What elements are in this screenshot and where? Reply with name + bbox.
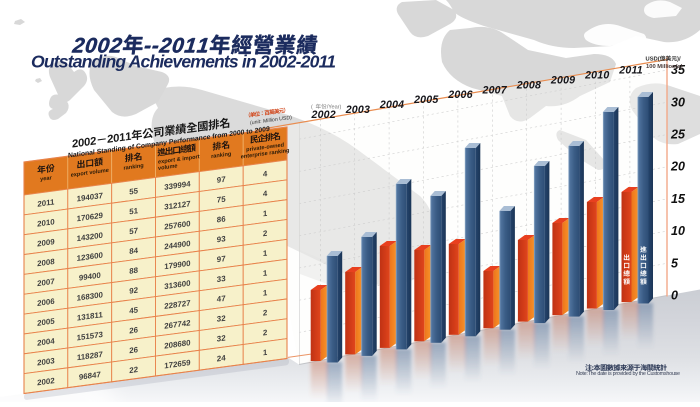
- svg-text:313600: 313600: [164, 279, 191, 292]
- svg-text:2010: 2010: [37, 217, 55, 228]
- svg-text:15: 15: [671, 192, 686, 206]
- svg-text:2008: 2008: [37, 257, 55, 268]
- svg-text:volume: volume: [158, 163, 178, 172]
- svg-text:2007: 2007: [482, 84, 508, 96]
- svg-text:88: 88: [129, 266, 138, 276]
- svg-text:/Year): /Year): [327, 105, 342, 111]
- svg-text:45: 45: [129, 305, 138, 315]
- svg-text:99400: 99400: [79, 271, 102, 283]
- svg-text:Note:The date is provided by t: Note:The date is provided by the Customs…: [576, 371, 680, 377]
- svg-text:4: 4: [263, 189, 268, 199]
- svg-text:228727: 228727: [164, 298, 191, 311]
- svg-text:2009: 2009: [37, 237, 55, 248]
- svg-text:97: 97: [217, 175, 226, 185]
- svg-text:2003: 2003: [345, 104, 370, 116]
- svg-text:30: 30: [671, 95, 685, 109]
- svg-text:339994: 339994: [164, 179, 191, 192]
- svg-text:123600: 123600: [77, 250, 104, 263]
- svg-text:93: 93: [217, 234, 226, 244]
- svg-text:2005: 2005: [413, 94, 439, 106]
- svg-text:118287: 118287: [77, 350, 103, 362]
- svg-text:179900: 179900: [164, 259, 191, 272]
- svg-text:2007: 2007: [37, 277, 55, 288]
- svg-text:(: (: [311, 105, 313, 111]
- svg-text:51: 51: [129, 206, 138, 216]
- svg-text:96847: 96847: [79, 370, 102, 382]
- svg-text:25: 25: [670, 128, 686, 142]
- svg-text:172659: 172659: [164, 358, 191, 371]
- svg-text:257600: 257600: [164, 219, 191, 232]
- svg-text:2003: 2003: [37, 356, 55, 367]
- svg-text:208680: 208680: [164, 338, 191, 351]
- svg-text:267742: 267742: [164, 318, 191, 331]
- svg-text:24: 24: [217, 353, 226, 363]
- svg-text:1: 1: [263, 268, 268, 278]
- svg-text:Outstanding Achievements in 20: Outstanding Achievements in 2002-2011: [31, 52, 336, 72]
- svg-text:2: 2: [263, 308, 268, 318]
- svg-text:export & import: export & import: [158, 154, 200, 166]
- svg-text:2004: 2004: [37, 336, 55, 347]
- svg-text:2010: 2010: [584, 70, 609, 82]
- svg-text:2002: 2002: [311, 109, 336, 121]
- svg-text:year: year: [40, 175, 52, 183]
- svg-text:2006: 2006: [447, 89, 472, 101]
- svg-text:32: 32: [217, 333, 226, 343]
- svg-text:1: 1: [263, 248, 268, 258]
- svg-text:(unit: Million USD): (unit: Million USD): [250, 115, 292, 127]
- svg-text:2004: 2004: [379, 99, 404, 111]
- svg-text:10: 10: [671, 224, 685, 238]
- svg-text:4: 4: [263, 169, 268, 179]
- svg-text:2011: 2011: [618, 65, 643, 77]
- svg-text:2006: 2006: [37, 297, 55, 308]
- svg-text:20: 20: [670, 160, 685, 174]
- svg-text:84: 84: [129, 246, 138, 256]
- svg-text:ranking: ranking: [211, 151, 232, 160]
- svg-text:194037: 194037: [77, 191, 104, 204]
- svg-text:100 Million(s): 100 Million(s): [646, 64, 683, 70]
- svg-text:47: 47: [217, 294, 226, 304]
- svg-text:32: 32: [217, 314, 226, 324]
- svg-text:2: 2: [263, 229, 268, 239]
- svg-text:2009: 2009: [550, 75, 575, 87]
- svg-text:55: 55: [129, 186, 138, 196]
- svg-text:2011: 2011: [37, 197, 55, 208]
- svg-text:private-owned: private-owned: [246, 142, 284, 153]
- svg-text:57: 57: [129, 226, 138, 236]
- svg-text:0: 0: [671, 289, 678, 303]
- svg-text:5: 5: [671, 256, 679, 270]
- svg-text:168300: 168300: [77, 290, 104, 303]
- svg-text:97: 97: [217, 254, 226, 264]
- svg-text:151573: 151573: [77, 330, 104, 343]
- svg-text:170629: 170629: [77, 211, 104, 224]
- svg-text:131811: 131811: [77, 310, 103, 322]
- svg-text:export volume: export volume: [71, 168, 109, 179]
- svg-text:86: 86: [217, 214, 226, 224]
- svg-text:2002: 2002: [37, 376, 55, 387]
- svg-text:26: 26: [129, 345, 138, 355]
- svg-text:2: 2: [263, 328, 268, 338]
- svg-text:312127: 312127: [164, 199, 191, 212]
- svg-text:143200: 143200: [77, 231, 104, 244]
- svg-text:1: 1: [263, 288, 268, 298]
- svg-text:1: 1: [263, 209, 268, 219]
- svg-text:33: 33: [217, 274, 226, 284]
- svg-text:26: 26: [129, 325, 138, 335]
- svg-text:2005: 2005: [37, 316, 55, 327]
- svg-text:75: 75: [217, 194, 226, 204]
- svg-text:1: 1: [263, 348, 268, 358]
- svg-text:244900: 244900: [164, 239, 191, 252]
- svg-text:ranking: ranking: [124, 163, 145, 172]
- svg-text:35: 35: [671, 63, 686, 77]
- svg-text:92: 92: [129, 286, 138, 296]
- svg-text:22: 22: [129, 365, 138, 375]
- svg-text:2008: 2008: [516, 79, 541, 91]
